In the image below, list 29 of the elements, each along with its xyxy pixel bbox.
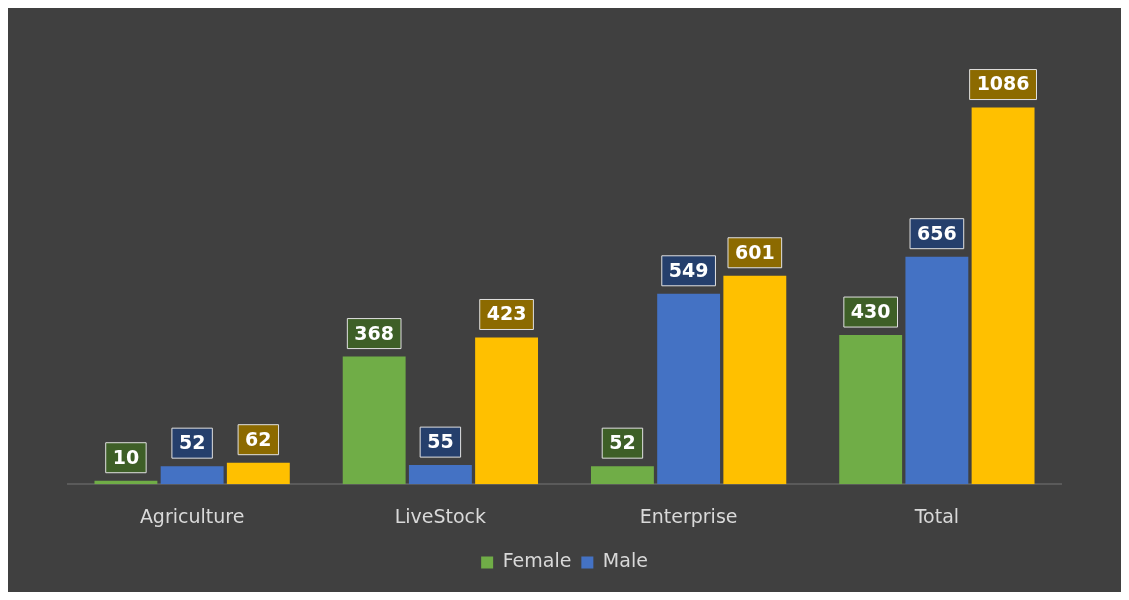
data-label: 1086 — [976, 72, 1030, 95]
data-label: 368 — [354, 321, 395, 344]
x-tick-label: Agriculture — [139, 504, 245, 527]
bar — [905, 256, 969, 485]
bar — [657, 293, 721, 485]
x-tick-label: Enterprise — [639, 504, 738, 527]
bar — [839, 335, 903, 485]
data-label: 62 — [245, 427, 272, 450]
data-label: 52 — [178, 431, 206, 454]
bar — [971, 107, 1035, 485]
data-label: 656 — [917, 221, 957, 244]
data-label: 52 — [609, 431, 636, 454]
data-label: 601 — [734, 240, 775, 263]
data-label: 423 — [486, 302, 527, 325]
bar — [408, 465, 472, 485]
bar — [342, 356, 406, 485]
bar — [475, 337, 539, 485]
legend-label: Male — [602, 549, 648, 572]
bar — [160, 466, 224, 485]
bar — [723, 275, 787, 485]
data-label: 10 — [112, 445, 140, 468]
legend-label: Female — [502, 549, 572, 572]
bar — [590, 466, 654, 485]
x-tick-label: Total — [913, 504, 960, 527]
data-label: 55 — [427, 430, 454, 453]
x-tick-label: LiveStock — [394, 504, 487, 527]
bar — [226, 462, 290, 485]
data-label: 430 — [850, 300, 891, 322]
data-label: 549 — [668, 258, 709, 281]
